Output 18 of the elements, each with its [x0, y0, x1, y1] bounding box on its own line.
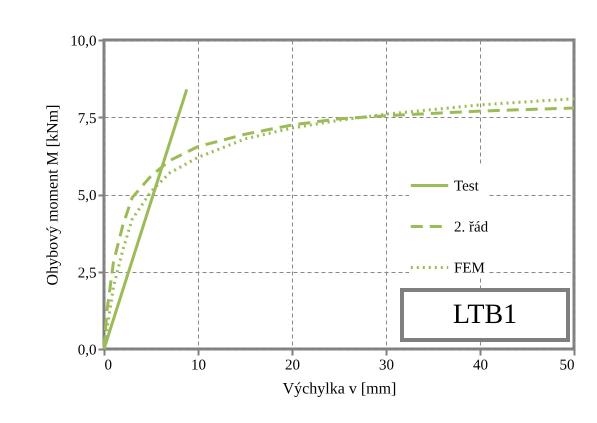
y-tick-label: 0,0 [78, 342, 96, 358]
x-axis-title: Výchylka v [mm] [282, 380, 396, 398]
x-tick-label: 50 [560, 358, 574, 374]
y-axis-title: Ohybový moment M [kNm] [44, 104, 62, 286]
x-tick-label: 0 [104, 358, 112, 374]
x-tick-label: 30 [379, 358, 394, 374]
y-tick-label: 5,0 [78, 188, 96, 204]
x-tick-label: 40 [473, 358, 488, 374]
y-tick-label: 7,5 [78, 110, 96, 127]
x-tick-label: 10 [191, 358, 206, 374]
y-tick-label: 2,5 [78, 265, 96, 282]
annotation: LTB1 [452, 299, 518, 331]
text-frame: LTB1 [400, 288, 570, 342]
x-tick-label: 20 [285, 358, 300, 374]
legend-label: Test [454, 178, 480, 194]
legend-label: 2. řád [454, 220, 489, 236]
legend-label: FEM [454, 260, 485, 276]
y-tick-label: 10,0 [70, 34, 96, 50]
